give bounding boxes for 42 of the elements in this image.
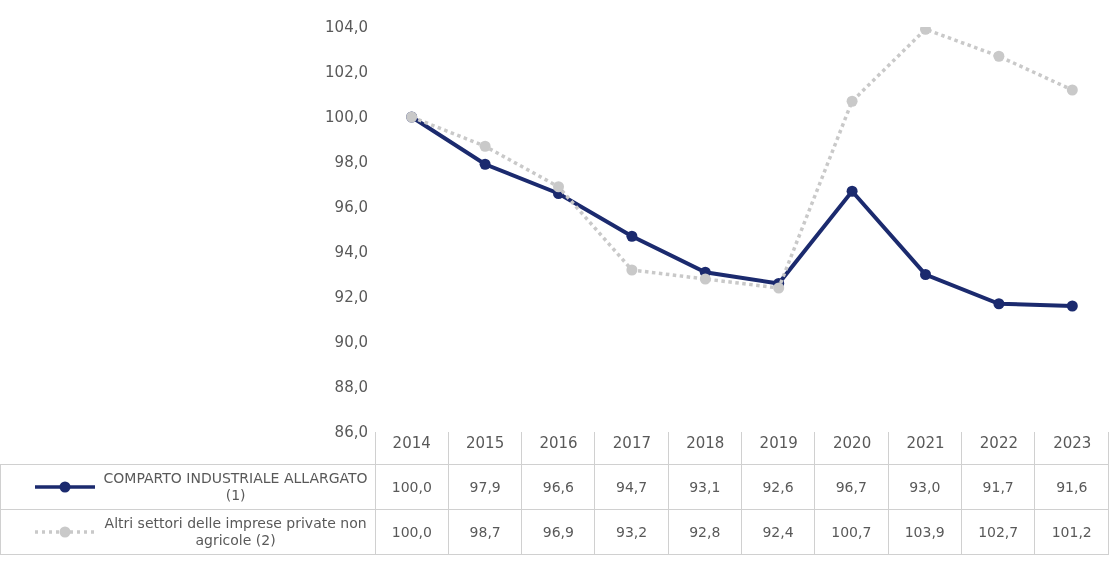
legend-label: Altri settori delle imprese private non agricole (2)	[103, 515, 368, 549]
y-tick-label: 88,0	[334, 378, 368, 397]
data-label: 91,7	[961, 464, 1035, 510]
legend-label: COMPARTO INDUSTRIALE ALLARGATO (1)	[102, 470, 369, 504]
x-tick-label: 2020	[833, 434, 872, 452]
data-label: 96,6	[521, 464, 595, 510]
data-label: 93,0	[888, 464, 962, 510]
data-label: 98,7	[448, 509, 522, 555]
x-tick-label: 2015	[466, 434, 505, 452]
data-label: 94,7	[594, 464, 669, 510]
data-label: 92,4	[741, 509, 815, 555]
y-tick-label: 104,0	[325, 18, 368, 37]
data-label: 101,2	[1034, 509, 1109, 555]
data-label: 91,6	[1034, 464, 1109, 510]
data-label: 96,7	[814, 464, 889, 510]
x-tick-label: 2021	[906, 434, 945, 452]
data-label: 100,0	[375, 509, 449, 555]
data-label: 92,8	[668, 509, 742, 555]
y-tick-label: 92,0	[334, 288, 368, 307]
data-label: 92,6	[741, 464, 815, 510]
x-tick-label: 2018	[686, 434, 725, 452]
x-tick-label: 2016	[539, 434, 578, 452]
y-tick-label: 100,0	[325, 108, 368, 127]
y-tick-label: 96,0	[334, 198, 368, 217]
y-tick-label: 98,0	[334, 153, 368, 172]
x-tick-label: 2017	[612, 434, 651, 452]
y-tick-label: 90,0	[334, 333, 368, 352]
y-tick-label: 94,0	[334, 243, 368, 262]
data-label: 93,2	[594, 509, 669, 555]
data-label: 100,7	[814, 509, 889, 555]
x-tick-label: 2023	[1053, 434, 1092, 452]
data-label: 102,7	[961, 509, 1035, 555]
x-tick-label: 2022	[979, 434, 1018, 452]
data-label: 97,9	[448, 464, 522, 510]
y-tick-label: 102,0	[325, 63, 368, 82]
data-label: 96,9	[521, 509, 595, 555]
data-label: 100,0	[375, 464, 449, 510]
y-tick-label: 86,0	[334, 423, 368, 442]
x-tick-label: 2014	[392, 434, 431, 452]
data-label: 93,1	[668, 464, 742, 510]
x-tick-label: 2019	[759, 434, 798, 452]
data-label: 103,9	[888, 509, 962, 555]
